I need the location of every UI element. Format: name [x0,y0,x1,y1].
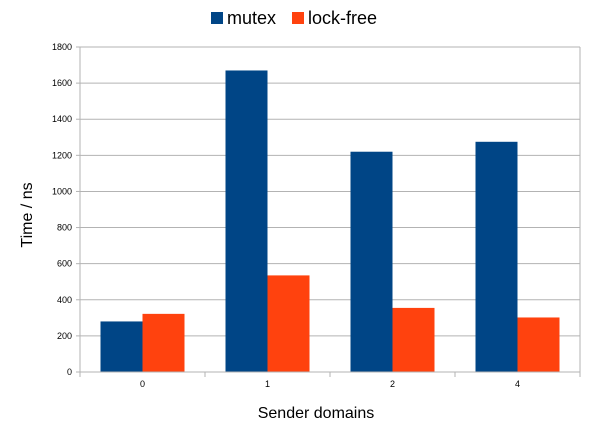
bar-mutex [350,151,393,372]
x-tick-label: 0 [140,379,145,389]
legend-swatch [211,12,223,24]
x-tick-labels: 0 1 2 4 [140,379,520,389]
legend: mutex lock-free [211,8,377,28]
x-tick-label: 2 [390,379,395,389]
x-tick-label: 4 [515,379,520,389]
bars [100,70,560,372]
x-axis-title: Sender domains [258,405,375,422]
axes [79,47,581,377]
y-axis-title: Time / ns [19,182,36,247]
legend-swatch [292,12,304,24]
y-tick-label: 1200 [52,150,72,160]
x-tick-label: 1 [265,379,270,389]
y-tick-label: 1600 [52,78,72,88]
bar-lock-free [267,275,310,372]
legend-label: lock-free [308,8,377,28]
bar-mutex [475,141,518,372]
bar-mutex [225,70,268,372]
y-tick-label: 200 [57,331,72,341]
y-tick-label: 800 [57,223,72,233]
bar-mutex [100,321,143,372]
y-tick-label: 600 [57,259,72,269]
y-tick-labels: 0 200 400 600 800 1000 1200 1400 1600 1800 [52,42,72,377]
y-tick-label: 1400 [52,114,72,124]
y-tick-label: 400 [57,295,72,305]
bar-lock-free [142,313,185,372]
bar-lock-free [392,307,435,372]
legend-label: mutex [227,8,276,28]
y-tick-label: 1800 [52,42,72,52]
bar-lock-free [517,317,560,372]
y-tick-label: 0 [67,367,72,377]
y-tick-label: 1000 [52,186,72,196]
